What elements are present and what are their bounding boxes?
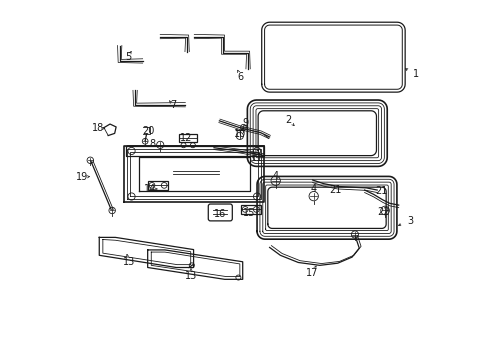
Text: 13: 13 xyxy=(122,257,135,267)
Text: 10: 10 xyxy=(234,129,246,139)
Text: 18: 18 xyxy=(92,123,104,133)
Text: 9: 9 xyxy=(242,118,248,128)
Text: 21: 21 xyxy=(374,186,387,197)
Text: 2: 2 xyxy=(285,115,291,125)
Text: 3: 3 xyxy=(407,216,412,226)
Text: 15: 15 xyxy=(242,208,254,218)
Text: 17: 17 xyxy=(305,267,318,278)
Text: 5: 5 xyxy=(124,52,131,62)
Text: 11: 11 xyxy=(250,153,263,163)
Text: 8: 8 xyxy=(149,139,155,149)
Text: 21: 21 xyxy=(328,185,341,195)
Text: 6: 6 xyxy=(237,72,244,82)
Text: 19: 19 xyxy=(76,172,88,183)
Text: 14: 14 xyxy=(144,184,156,194)
Text: 7: 7 xyxy=(170,100,176,111)
Text: 4: 4 xyxy=(310,184,316,194)
Text: 4: 4 xyxy=(272,171,278,181)
Text: 20: 20 xyxy=(142,126,155,135)
Text: 16: 16 xyxy=(214,209,226,219)
Text: 12: 12 xyxy=(180,133,192,143)
Text: 22: 22 xyxy=(377,207,389,217)
Text: 1: 1 xyxy=(412,69,418,79)
Text: 13: 13 xyxy=(185,271,197,281)
